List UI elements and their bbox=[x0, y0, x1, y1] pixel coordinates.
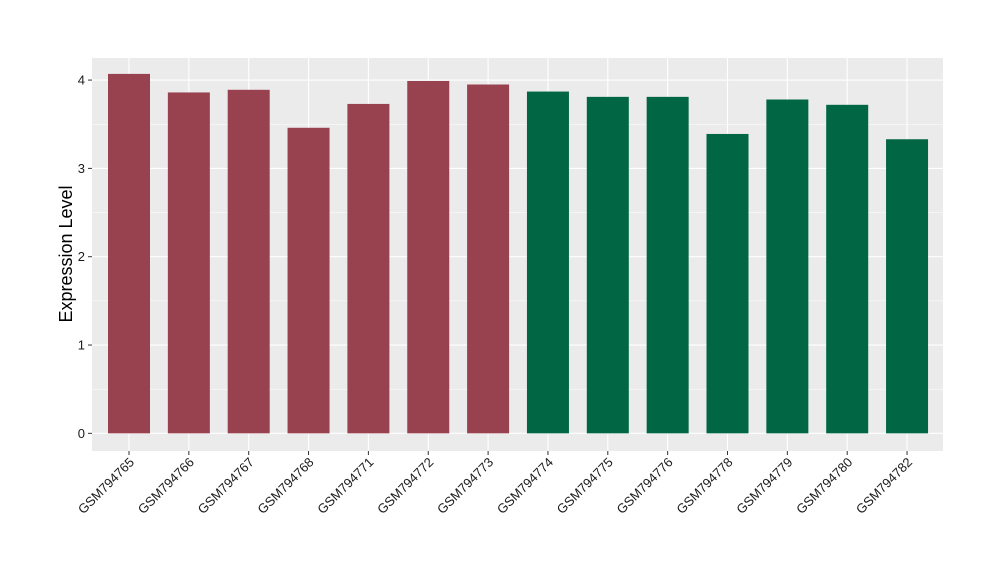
x-axis: GSM794765GSM794766GSM794767GSM794768GSM7… bbox=[75, 451, 915, 517]
bar bbox=[227, 89, 270, 434]
bar bbox=[287, 127, 330, 434]
x-tick-label: GSM794773 bbox=[434, 455, 496, 517]
x-tick-label: GSM794774 bbox=[494, 455, 556, 517]
bars bbox=[108, 73, 929, 434]
x-tick-label: GSM794775 bbox=[554, 455, 616, 517]
y-axis-title: Expression Level bbox=[56, 185, 76, 322]
bar bbox=[646, 96, 689, 434]
y-tick-label: 4 bbox=[78, 73, 85, 88]
bar bbox=[407, 80, 450, 434]
bar bbox=[706, 133, 749, 434]
bar bbox=[347, 103, 390, 434]
y-tick-label: 2 bbox=[78, 249, 85, 264]
x-tick-label: GSM794768 bbox=[254, 455, 316, 517]
x-tick-label: GSM794779 bbox=[733, 455, 795, 517]
bar bbox=[886, 139, 929, 434]
bar bbox=[826, 104, 869, 434]
x-tick-label: GSM794767 bbox=[195, 455, 257, 517]
bar bbox=[526, 91, 569, 434]
x-tick-label: GSM794765 bbox=[75, 455, 137, 517]
y-tick-label: 0 bbox=[78, 426, 85, 441]
bar bbox=[467, 84, 510, 434]
x-tick-label: GSM794771 bbox=[314, 455, 376, 517]
bar bbox=[167, 92, 210, 434]
bar bbox=[108, 73, 150, 434]
bar bbox=[766, 99, 809, 434]
y-tick-label: 3 bbox=[78, 161, 85, 176]
x-tick-label: GSM794772 bbox=[374, 455, 436, 517]
y-tick-label: 1 bbox=[78, 338, 85, 353]
panel-background bbox=[92, 58, 943, 451]
y-axis: 0 1 2 3 4 bbox=[78, 73, 92, 441]
x-tick-label: GSM794776 bbox=[614, 455, 676, 517]
x-tick-label: GSM794780 bbox=[793, 455, 855, 517]
x-tick-label: GSM794778 bbox=[673, 455, 735, 517]
x-tick-label: GSM794782 bbox=[853, 455, 915, 517]
bar bbox=[586, 96, 629, 434]
x-tick-label: GSM794766 bbox=[135, 455, 197, 517]
